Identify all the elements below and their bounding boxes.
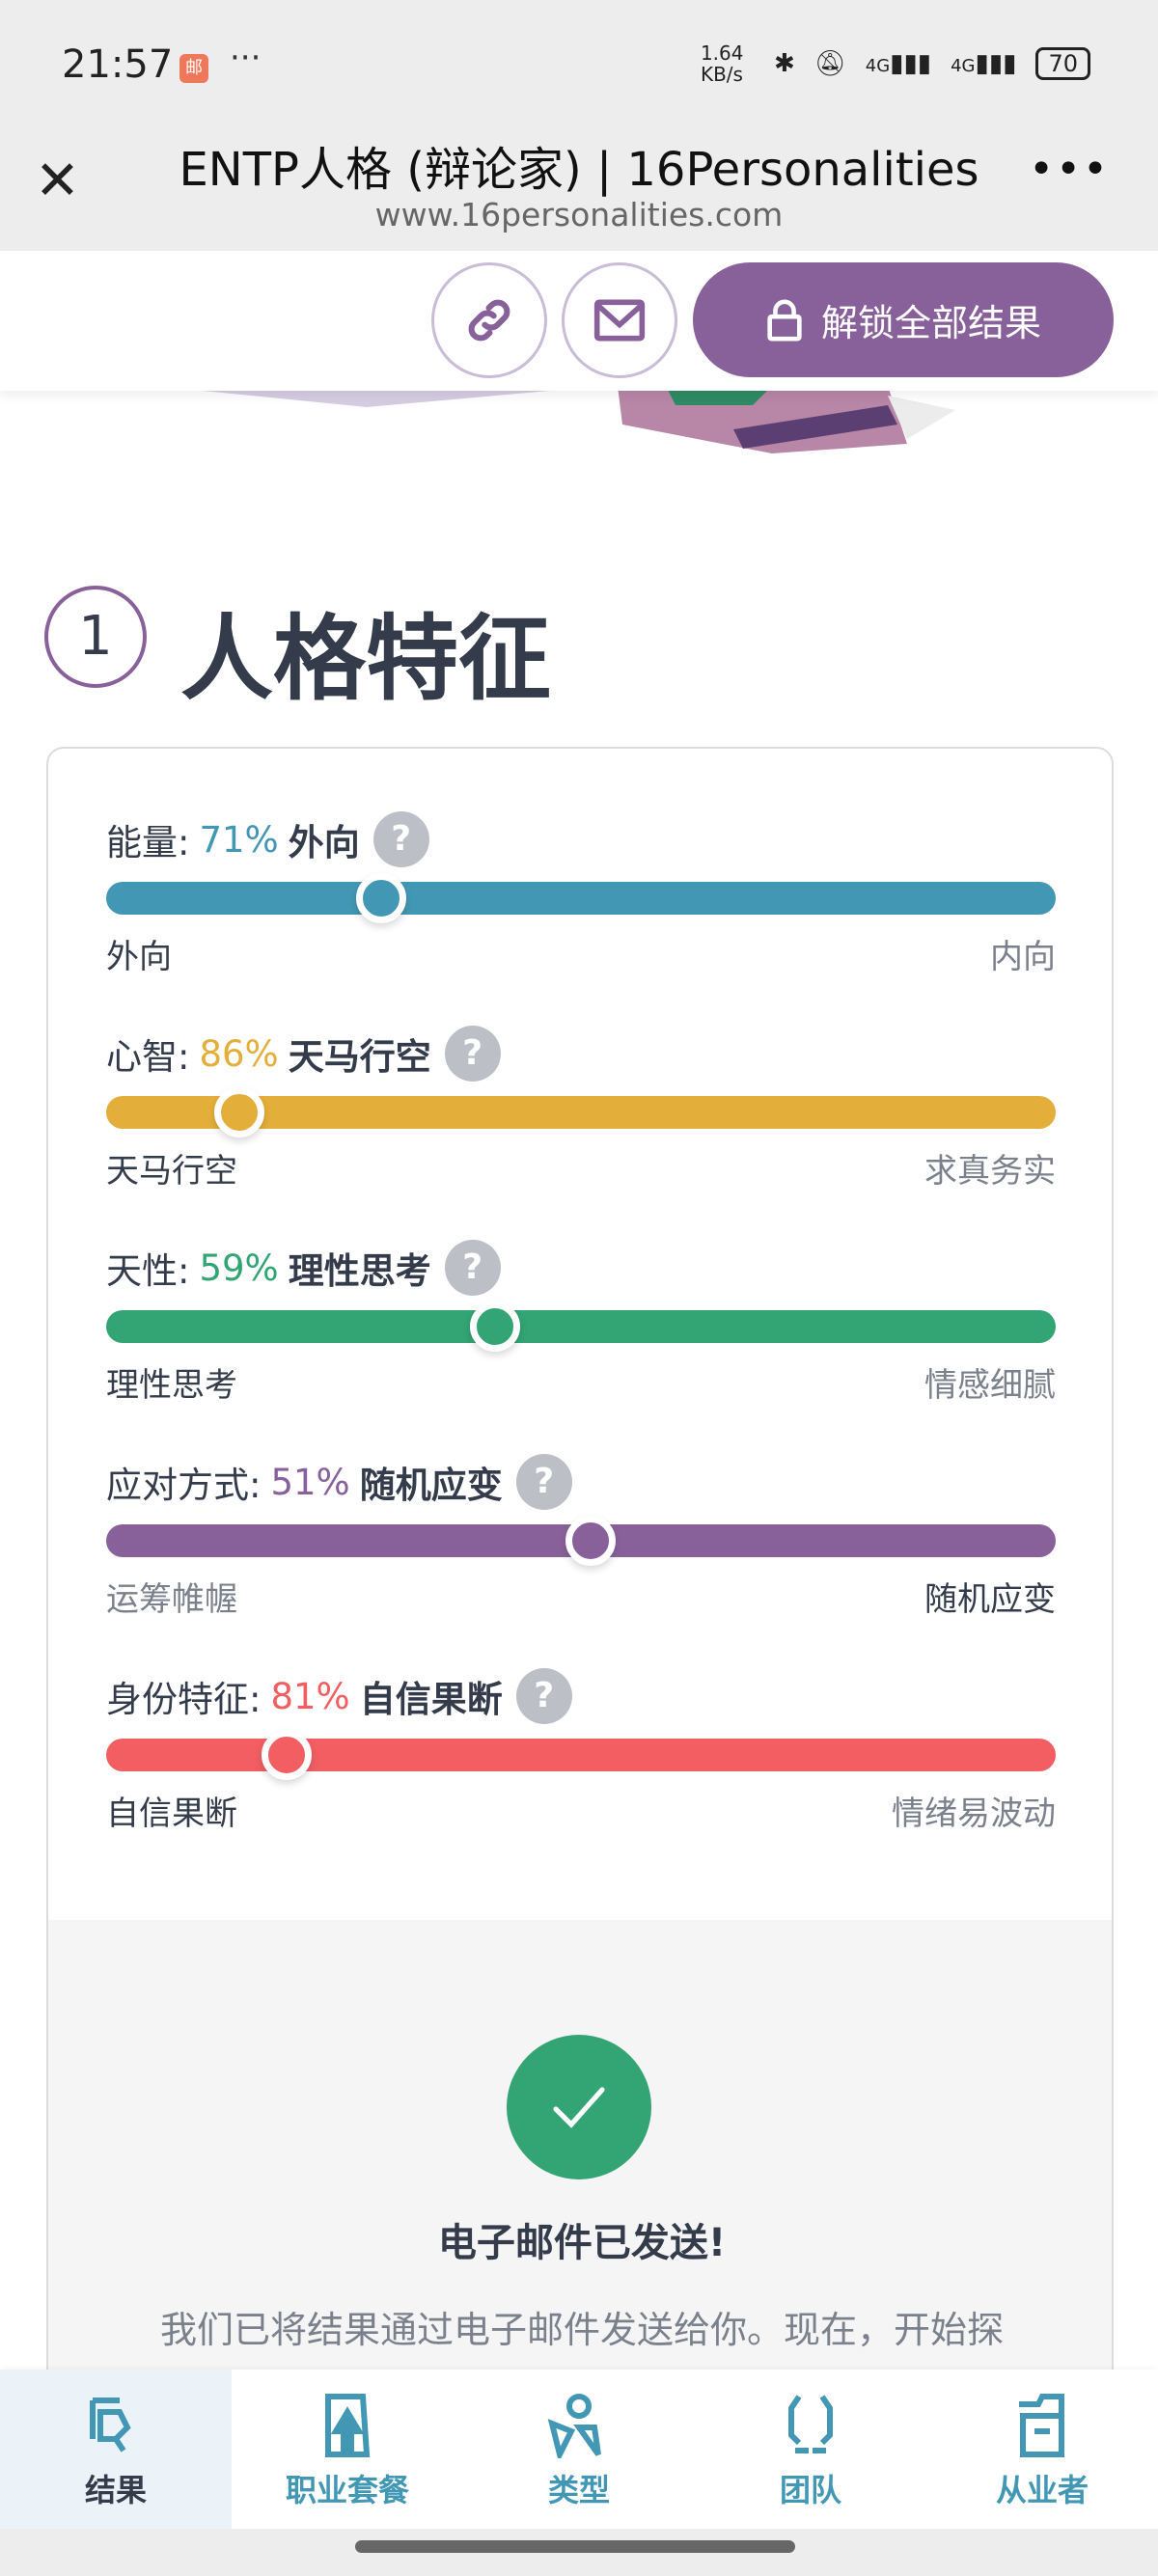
trait-percent: 81% (270, 1675, 350, 1717)
browser-header: 21:57 邮 ··· 1.64 KB/s ✱ 🔕︎ 4G▮▮▮ 4G▮▮▮ 7… (0, 0, 1158, 251)
trait-percent: 71% (199, 818, 279, 861)
trait-row: 应对方式: 51% 随机应变 ? 运筹帷幄 随机应变 (106, 1453, 1056, 1620)
types-icon (547, 2393, 601, 2458)
trait-left-label: 理性思考 (106, 1366, 237, 1405)
trait-bar (106, 1302, 1056, 1352)
traits-card: 能量: 71% 外向 ? 外向 内向 心智: 86% 天马行空 ? 天马行空 求… (46, 747, 1114, 2483)
trait-label: 能量: 71% 外向 ? (106, 810, 1056, 868)
status-time: 21:57 (62, 42, 174, 87)
success-check-icon (507, 2035, 651, 2179)
trait-label: 应对方式: 51% 随机应变 ? (106, 1453, 1056, 1511)
trait-dominant: 随机应变 (359, 1465, 503, 1506)
help-icon[interactable]: ? (444, 1026, 501, 1082)
battery-icon: 70 (1035, 47, 1090, 80)
trait-row: 身份特征: 81% 自信果断 ? 自信果断 情绪易波动 (106, 1667, 1056, 1834)
illustration-image (203, 386, 955, 453)
trait-name: 身份特征: (106, 1679, 262, 1720)
trait-dominant: 天马行空 (288, 1036, 431, 1078)
page-url: www.16personalities.com (374, 196, 784, 233)
more-options-icon[interactable]: ••• (1029, 145, 1110, 194)
trait-knob (565, 1516, 616, 1566)
trait-right-label: 情感细腻 (924, 1366, 1056, 1405)
trait-right-label: 求真务实 (924, 1152, 1056, 1191)
trait-row: 心智: 86% 天马行空 ? 天马行空 求真务实 (106, 1025, 1056, 1192)
trait-label: 身份特征: 81% 自信果断 ? (106, 1667, 1056, 1725)
lock-icon (767, 299, 802, 341)
career-icon (325, 2393, 371, 2457)
nav-label: 团队 (779, 2471, 841, 2508)
copy-link-button[interactable] (431, 262, 547, 378)
gesture-area (0, 2529, 1158, 2576)
mail-app-icon: 邮 (179, 54, 208, 83)
trait-knob (470, 1302, 521, 1352)
trait-name: 应对方式: (106, 1465, 262, 1506)
trait-name: 能量: (106, 822, 190, 863)
help-icon[interactable]: ? (515, 1668, 572, 1724)
trait-right-label: 随机应变 (924, 1580, 1056, 1619)
mute-icon: 🔕︎ (813, 49, 846, 78)
trait-label: 天性: 59% 理性思考 ? (106, 1239, 1056, 1297)
signal-icon: 4G▮▮▮ (865, 49, 932, 78)
trait-percent: 59% (199, 1247, 279, 1289)
home-indicator[interactable] (355, 2540, 795, 2553)
mail-icon (593, 299, 646, 342)
link-icon (468, 299, 510, 342)
page-title: ENTP人格 (辩论家) | 16Personalities (179, 143, 979, 197)
email-button[interactable] (562, 262, 677, 378)
trait-label: 心智: 86% 天马行空 ? (106, 1025, 1056, 1082)
bluetooth-icon: ✱ (773, 49, 795, 78)
trait-left-label: 自信果断 (106, 1795, 237, 1833)
trait-dominant: 外向 (288, 822, 360, 863)
nav-label: 类型 (547, 2471, 610, 2508)
nav-item-results[interactable]: 结果 (0, 2370, 232, 2529)
trait-left-label: 外向 (106, 938, 172, 976)
nav-item-career[interactable]: 职业套餐 (232, 2370, 463, 2529)
trait-right-label: 情绪易波动 (892, 1795, 1056, 1833)
trait-bar (106, 1087, 1056, 1137)
trait-knob (213, 1087, 264, 1137)
help-icon[interactable]: ? (444, 1240, 501, 1296)
trait-bar (106, 873, 1056, 923)
section-number: 1 (44, 586, 147, 688)
trait-dominant: 自信果断 (359, 1679, 503, 1720)
trait-left-label: 运筹帷幄 (106, 1580, 237, 1619)
trait-percent: 51% (270, 1461, 350, 1503)
net-speed: 1.64 KB/s (700, 41, 744, 86)
result-toolbar: 解锁全部结果 (0, 251, 1158, 391)
status-icons: 1.64 KB/s ✱ 🔕︎ 4G▮▮▮ 4G▮▮▮ 70 (701, 42, 1090, 85)
help-icon[interactable]: ? (515, 1454, 572, 1510)
nav-item-types[interactable]: 类型 (463, 2370, 695, 2529)
more-notifications-icon: ··· (230, 39, 262, 77)
close-icon[interactable]: ✕ (35, 150, 80, 212)
results-icon (90, 2397, 131, 2453)
email-sent-text: 我们已将结果通过电子邮件发送给你。现在，开始探 (159, 2309, 1004, 2351)
nav-item-professionals[interactable]: 从业者 (926, 2370, 1158, 2529)
help-icon[interactable]: ? (372, 811, 429, 867)
signal-icon: 4G▮▮▮ (951, 49, 1017, 78)
professionals-icon (1019, 2393, 1064, 2457)
trait-row: 天性: 59% 理性思考 ? 理性思考 情感细腻 (106, 1239, 1056, 1406)
trait-right-label: 内向 (990, 938, 1056, 976)
teams-icon (788, 2394, 833, 2453)
trait-bar (106, 1516, 1056, 1566)
trait-row: 能量: 71% 外向 ? 外向 内向 (106, 810, 1056, 977)
nav-label: 从业者 (995, 2471, 1089, 2508)
trait-name: 心智: (106, 1036, 190, 1078)
nav-label: 结果 (84, 2471, 147, 2508)
trait-name: 天性: (106, 1250, 190, 1292)
unlock-label: 解锁全部结果 (820, 302, 1041, 344)
bottom-nav: 结果 职业套餐 类型 团队 从业者 (0, 2370, 1158, 2529)
trait-bar (106, 1730, 1056, 1780)
trait-knob (261, 1730, 312, 1780)
section-title: 人格特征 (180, 605, 551, 713)
trait-percent: 86% (199, 1032, 279, 1075)
trait-knob (356, 873, 407, 923)
email-sent-title: 电子邮件已发送! (437, 2221, 727, 2265)
nav-item-teams[interactable]: 团队 (695, 2370, 926, 2529)
nav-label: 职业套餐 (285, 2471, 409, 2508)
unlock-all-results-button[interactable]: 解锁全部结果 (693, 262, 1114, 377)
trait-left-label: 天马行空 (106, 1152, 237, 1191)
trait-dominant: 理性思考 (288, 1250, 431, 1292)
